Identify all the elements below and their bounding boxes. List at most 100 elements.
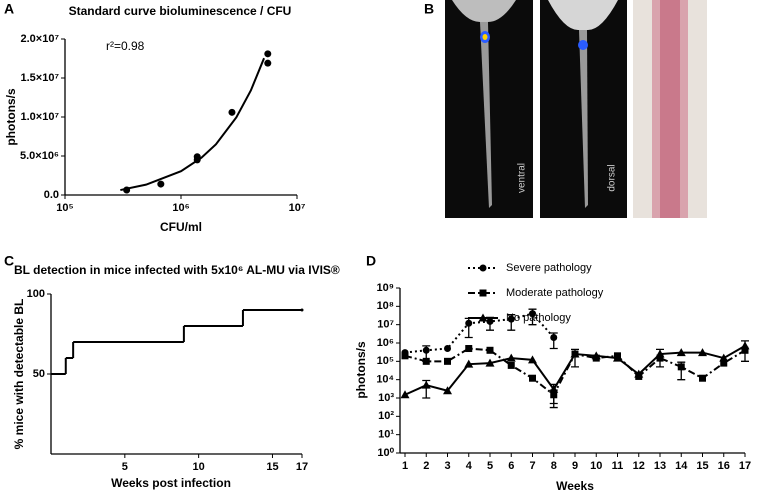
y-tick-label: 10⁶ — [377, 337, 394, 349]
marker — [676, 348, 686, 357]
marker — [422, 346, 430, 354]
data-point — [264, 50, 272, 58]
marker — [529, 374, 536, 382]
data-point — [193, 153, 201, 161]
y-tick-label: 10² — [378, 410, 394, 422]
x-tick-label: 12 — [633, 460, 645, 472]
x-tick-label: 2 — [423, 460, 429, 472]
x-axis-title: Weeks post infection — [111, 476, 231, 490]
marker — [550, 333, 558, 341]
marker — [465, 345, 473, 353]
marker — [443, 386, 452, 395]
marker — [570, 349, 580, 358]
x-tick-label: 6 — [508, 460, 514, 472]
panel-label: C — [4, 253, 14, 269]
x-tick-label: 1 — [402, 460, 408, 472]
marker — [506, 353, 516, 362]
y-tick-label: 50 — [33, 368, 45, 380]
marker — [698, 348, 707, 357]
y-tick-label: 10³ — [378, 392, 394, 404]
x-tick-label: 5 — [487, 460, 493, 472]
x-tick-label: 9 — [572, 460, 578, 472]
x-tick-label: 13 — [654, 460, 666, 472]
x-tick-label: 15 — [266, 461, 278, 473]
x-axis-title: Weeks — [556, 479, 594, 493]
marker — [719, 353, 729, 362]
y-tick-label: 10⁸ — [377, 300, 394, 312]
x-tick-label: 16 — [718, 460, 730, 472]
y-tick-label: 1.0×10⁷ — [21, 111, 60, 123]
x-tick-label: 8 — [551, 460, 557, 472]
marker — [699, 374, 706, 382]
annotation: r²=0.98 — [106, 39, 145, 53]
x-tick-label: 10⁶ — [172, 202, 189, 214]
marker — [591, 351, 601, 360]
legend-marker — [479, 264, 487, 272]
y-tick-label: 10⁵ — [377, 355, 394, 367]
data-point — [123, 186, 131, 194]
marker — [677, 363, 685, 371]
y-tick-label: 2.0×10⁷ — [21, 33, 60, 45]
chart-title: BL detection in mice infected with 5x10⁶… — [14, 263, 340, 277]
fit-curve — [120, 57, 265, 192]
marker — [507, 361, 515, 369]
marker — [486, 317, 494, 325]
panel-label: A — [4, 1, 14, 17]
marker — [465, 319, 473, 327]
y-axis-title: photons/s — [4, 88, 18, 146]
step-end — [300, 308, 304, 312]
x-tick-label: 15 — [696, 460, 708, 472]
data-point — [157, 180, 165, 188]
x-tick-label: 10 — [590, 460, 602, 472]
y-tick-label: 0.0 — [44, 189, 59, 201]
marker — [740, 341, 750, 350]
legend-marker — [478, 313, 488, 322]
panel-label: B — [424, 1, 434, 17]
y-tick-label: 10⁹ — [377, 282, 394, 294]
panel-label: D — [366, 253, 376, 269]
marker — [655, 349, 665, 358]
photo-label: dorsal — [607, 164, 618, 191]
marker — [400, 390, 410, 399]
x-tick-label: 14 — [675, 460, 688, 472]
photo-dorsal: dorsal — [540, 0, 627, 218]
y-axis-title: % mice with detectable BL — [12, 299, 26, 450]
chart-title: Standard curve bioluminescence / CFU — [69, 4, 292, 18]
x-tick-label: 10⁷ — [289, 202, 306, 214]
marker — [613, 353, 622, 362]
marker — [422, 357, 430, 365]
marker — [720, 359, 728, 367]
y-tick-label: 5.0×10⁶ — [20, 150, 59, 162]
x-tick-label: 11 — [612, 460, 624, 472]
legend-label: Moderate pathology — [506, 287, 604, 299]
x-tick-label: 17 — [739, 460, 751, 472]
data-point — [264, 59, 272, 67]
marker — [444, 345, 451, 353]
x-tick-label: 10 — [193, 461, 205, 473]
x-tick-label: 3 — [444, 460, 450, 472]
y-tick-label: 100 — [27, 288, 45, 300]
marker — [464, 359, 474, 368]
legend-marker — [479, 289, 487, 297]
marker — [507, 315, 515, 323]
marker — [485, 358, 495, 367]
marker — [528, 355, 537, 364]
photo-label: ventral — [517, 163, 528, 193]
x-tick-label: 17 — [296, 461, 308, 473]
x-axis-title: CFU/ml — [160, 220, 202, 234]
marker — [421, 380, 431, 389]
y-tick-label: 10¹ — [378, 429, 394, 441]
x-tick-label: 7 — [529, 460, 535, 472]
marker — [444, 357, 451, 365]
y-tick-label: 10⁷ — [377, 319, 394, 331]
legend-label: Severe pathology — [506, 262, 592, 274]
marker — [634, 369, 644, 378]
y-tick-label: 10⁰ — [377, 447, 394, 459]
marker — [401, 352, 409, 360]
photo-ventral: ventral — [445, 0, 533, 218]
x-tick-label: 5 — [122, 461, 128, 473]
x-tick-label: 10⁵ — [56, 202, 73, 214]
photo-tissue — [633, 0, 707, 218]
legend-label: No pathology — [506, 312, 571, 324]
